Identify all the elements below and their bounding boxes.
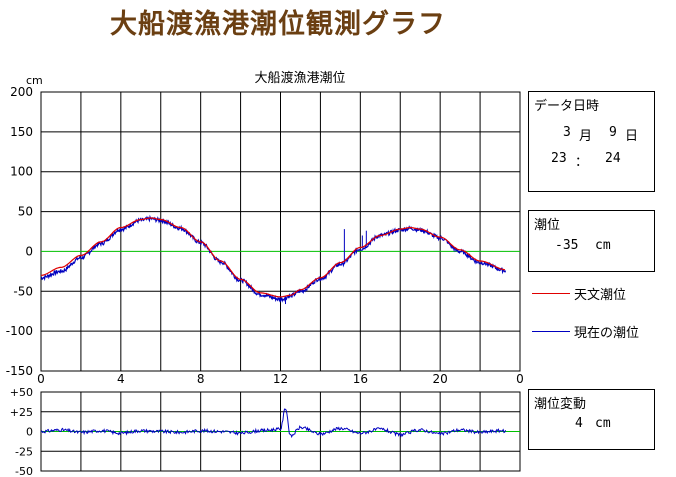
tide-change-unit: cm (595, 416, 611, 431)
tide-level-unit: cm (595, 238, 611, 253)
date-separator: ： (575, 155, 589, 170)
main-y-tick-label: 150 (10, 125, 33, 139)
tide-level-label: 潮位 (534, 218, 561, 233)
sub-y-tick-label: +25 (10, 406, 33, 419)
tide-level-box: 潮位 -35 cm (528, 210, 655, 272)
sub-y-tick-label: 0 (26, 426, 33, 439)
date-box-label: データ日時 (534, 99, 600, 114)
main-y-tick-label: -50 (13, 284, 33, 298)
main-y-tick-label: -150 (6, 364, 33, 378)
date-box: データ日時 3 月 9 日 23 ： 24 (528, 91, 655, 192)
main-x-tick-label: 4 (117, 372, 125, 386)
main-y-axis-unit: cm (26, 74, 43, 87)
series-variation-line (40, 408, 507, 439)
tide-change-label: 潮位変動 (534, 397, 587, 412)
legend-label-predicted: 天文潮位 (574, 288, 627, 303)
date-minute: 24 (605, 151, 621, 166)
sub-y-tick-label: +50 (10, 386, 33, 399)
sub-y-tick-label: -25 (15, 445, 33, 458)
date-hour: 23 (551, 151, 567, 166)
main-y-tick-label: 200 (10, 85, 33, 99)
main-x-tick-label: 20 (433, 372, 448, 386)
page-title: 大船渡漁港潮位観測グラフ (110, 9, 446, 40)
tide-change-value: 4 (575, 416, 583, 431)
legend-swatch-predicted (532, 293, 570, 294)
main-y-tick-label: -100 (6, 324, 33, 338)
date-month: 3 (563, 125, 571, 140)
main-x-tick-label: 0 (516, 372, 524, 386)
date-day-unit: 日 (625, 129, 639, 144)
main-x-tick-label: 16 (353, 372, 368, 386)
main-y-tick-label: 0 (25, 244, 33, 258)
tide-change-box: 潮位変動 4 cm (528, 389, 655, 450)
date-month-unit: 月 (579, 129, 593, 144)
sub-y-tick-label: -50 (15, 465, 33, 477)
series-predicted-line (41, 217, 506, 298)
main-y-tick-label: 50 (18, 205, 33, 219)
tide-level-value: -35 (555, 238, 579, 253)
main-x-tick-label: 12 (273, 372, 288, 386)
series-observed-line (40, 214, 507, 303)
date-day: 9 (609, 125, 617, 140)
main-x-tick-label: 0 (37, 372, 45, 386)
legend-swatch-observed (532, 331, 570, 332)
main-y-tick-label: 100 (10, 165, 33, 179)
legend-label-observed: 現在の潮位 (574, 326, 640, 341)
legend: 天文潮位 現在の潮位 (528, 282, 668, 342)
main-chart-title: 大船渡漁港潮位 (254, 70, 345, 86)
main-x-tick-label: 8 (197, 372, 205, 386)
